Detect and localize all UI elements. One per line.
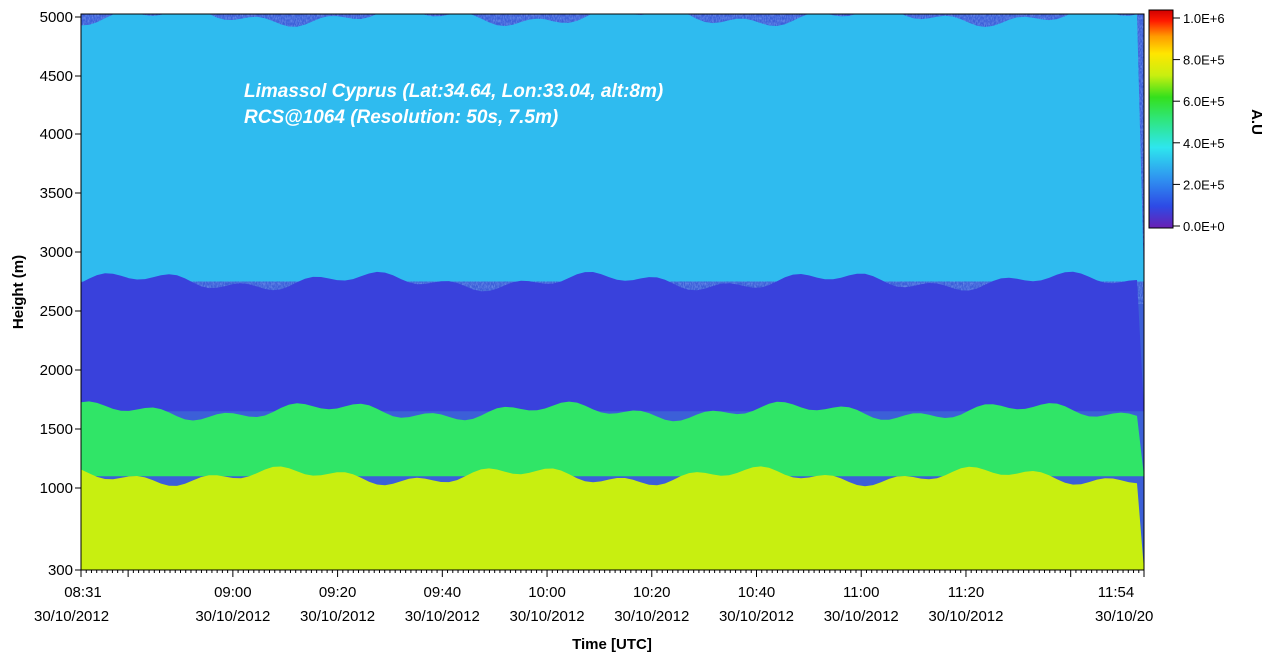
y-tick-label: 2000 [40, 362, 73, 379]
y-tick-label: 4000 [40, 126, 73, 143]
layer-upper-aerosol-layer [81, 401, 1144, 477]
y-axis-title: Height (m) [10, 255, 27, 329]
x-tick-time: 08:31 [64, 584, 102, 601]
x-tick-time: 11:20 [948, 584, 984, 601]
colorbar-gradient [1148, 9, 1174, 229]
annotation-location: Limassol Cyprus (Lat:34.64, Lon:33.04, a… [244, 81, 663, 102]
y-tick-label: 4500 [40, 68, 73, 85]
y-tick-label: 1500 [40, 421, 73, 438]
layer-free-troposphere-noise [81, 14, 1144, 282]
x-tick-time: 09:00 [214, 584, 252, 601]
y-tick-label: 5000 [40, 9, 73, 26]
x-tick-time: 09:40 [424, 584, 462, 601]
x-tick-date: 30/10/2012 [824, 608, 899, 625]
annotation-resolution: RCS@1064 (Resolution: 50s, 7.5m) [244, 107, 558, 128]
colorbar-title: A.U [1248, 109, 1265, 135]
colorbar-tick-label: 4.0E+5 [1183, 136, 1225, 151]
y-tick-label: 3000 [40, 244, 73, 261]
x-tick-date: 30/10/2012 [928, 608, 1003, 625]
x-tick-time: 10:00 [528, 584, 566, 601]
y-tick-label: 3500 [40, 185, 73, 202]
x-tick-date: 30/10/2012 [195, 608, 270, 625]
colorbar-tick-label: 1.0E+6 [1183, 11, 1225, 26]
x-tick-date: 30/10/2012 [34, 608, 109, 625]
x-tick-time: 10:40 [738, 584, 776, 601]
x-axis-title: Time [UTC] [572, 636, 652, 653]
y-tick-label: 300 [48, 562, 73, 579]
y-tick-label: 1000 [40, 480, 73, 497]
x-tick-time: 11:54 [1098, 584, 1134, 601]
x-tick-date: 30/10/2012 [719, 608, 794, 625]
y-tick-label: 2500 [40, 303, 73, 320]
x-tick-date: 30/10/2012 [614, 608, 689, 625]
layer-boundary-layer [81, 466, 1144, 570]
x-tick-date: 30/10/20 [1095, 608, 1153, 625]
colorbar-tick-label: 0.0E+0 [1183, 219, 1225, 234]
x-axis: 08:31 30/10/2012 09:00 30/10/2012 09:20 30/10… [34, 570, 1153, 625]
colorbar-tick-label: 6.0E+5 [1183, 94, 1225, 109]
colorbar: 1.0E+6 8.0E+5 6.0E+5 4.0E+5 2.0E+5 0.0E+0 A.U [1148, 9, 1265, 234]
plot-area [81, 14, 1144, 570]
x-tick-time: 10:20 [633, 584, 671, 601]
layer-clean-layer [81, 271, 1144, 412]
colorbar-tick-label: 8.0E+5 [1183, 53, 1225, 68]
colorbar-tick-label: 2.0E+5 [1183, 177, 1225, 192]
plot-frame [80, 13, 1145, 571]
y-axis: 5000 4500 4000 3500 3000 2500 2000 1500 1000 300 [40, 9, 81, 579]
x-tick-date: 30/10/2012 [510, 608, 585, 625]
x-tick-date: 30/10/2012 [300, 608, 375, 625]
x-tick-time: 09:20 [319, 584, 357, 601]
x-tick-date: 30/10/2012 [405, 608, 480, 625]
x-tick-time: 11:00 [843, 584, 879, 601]
